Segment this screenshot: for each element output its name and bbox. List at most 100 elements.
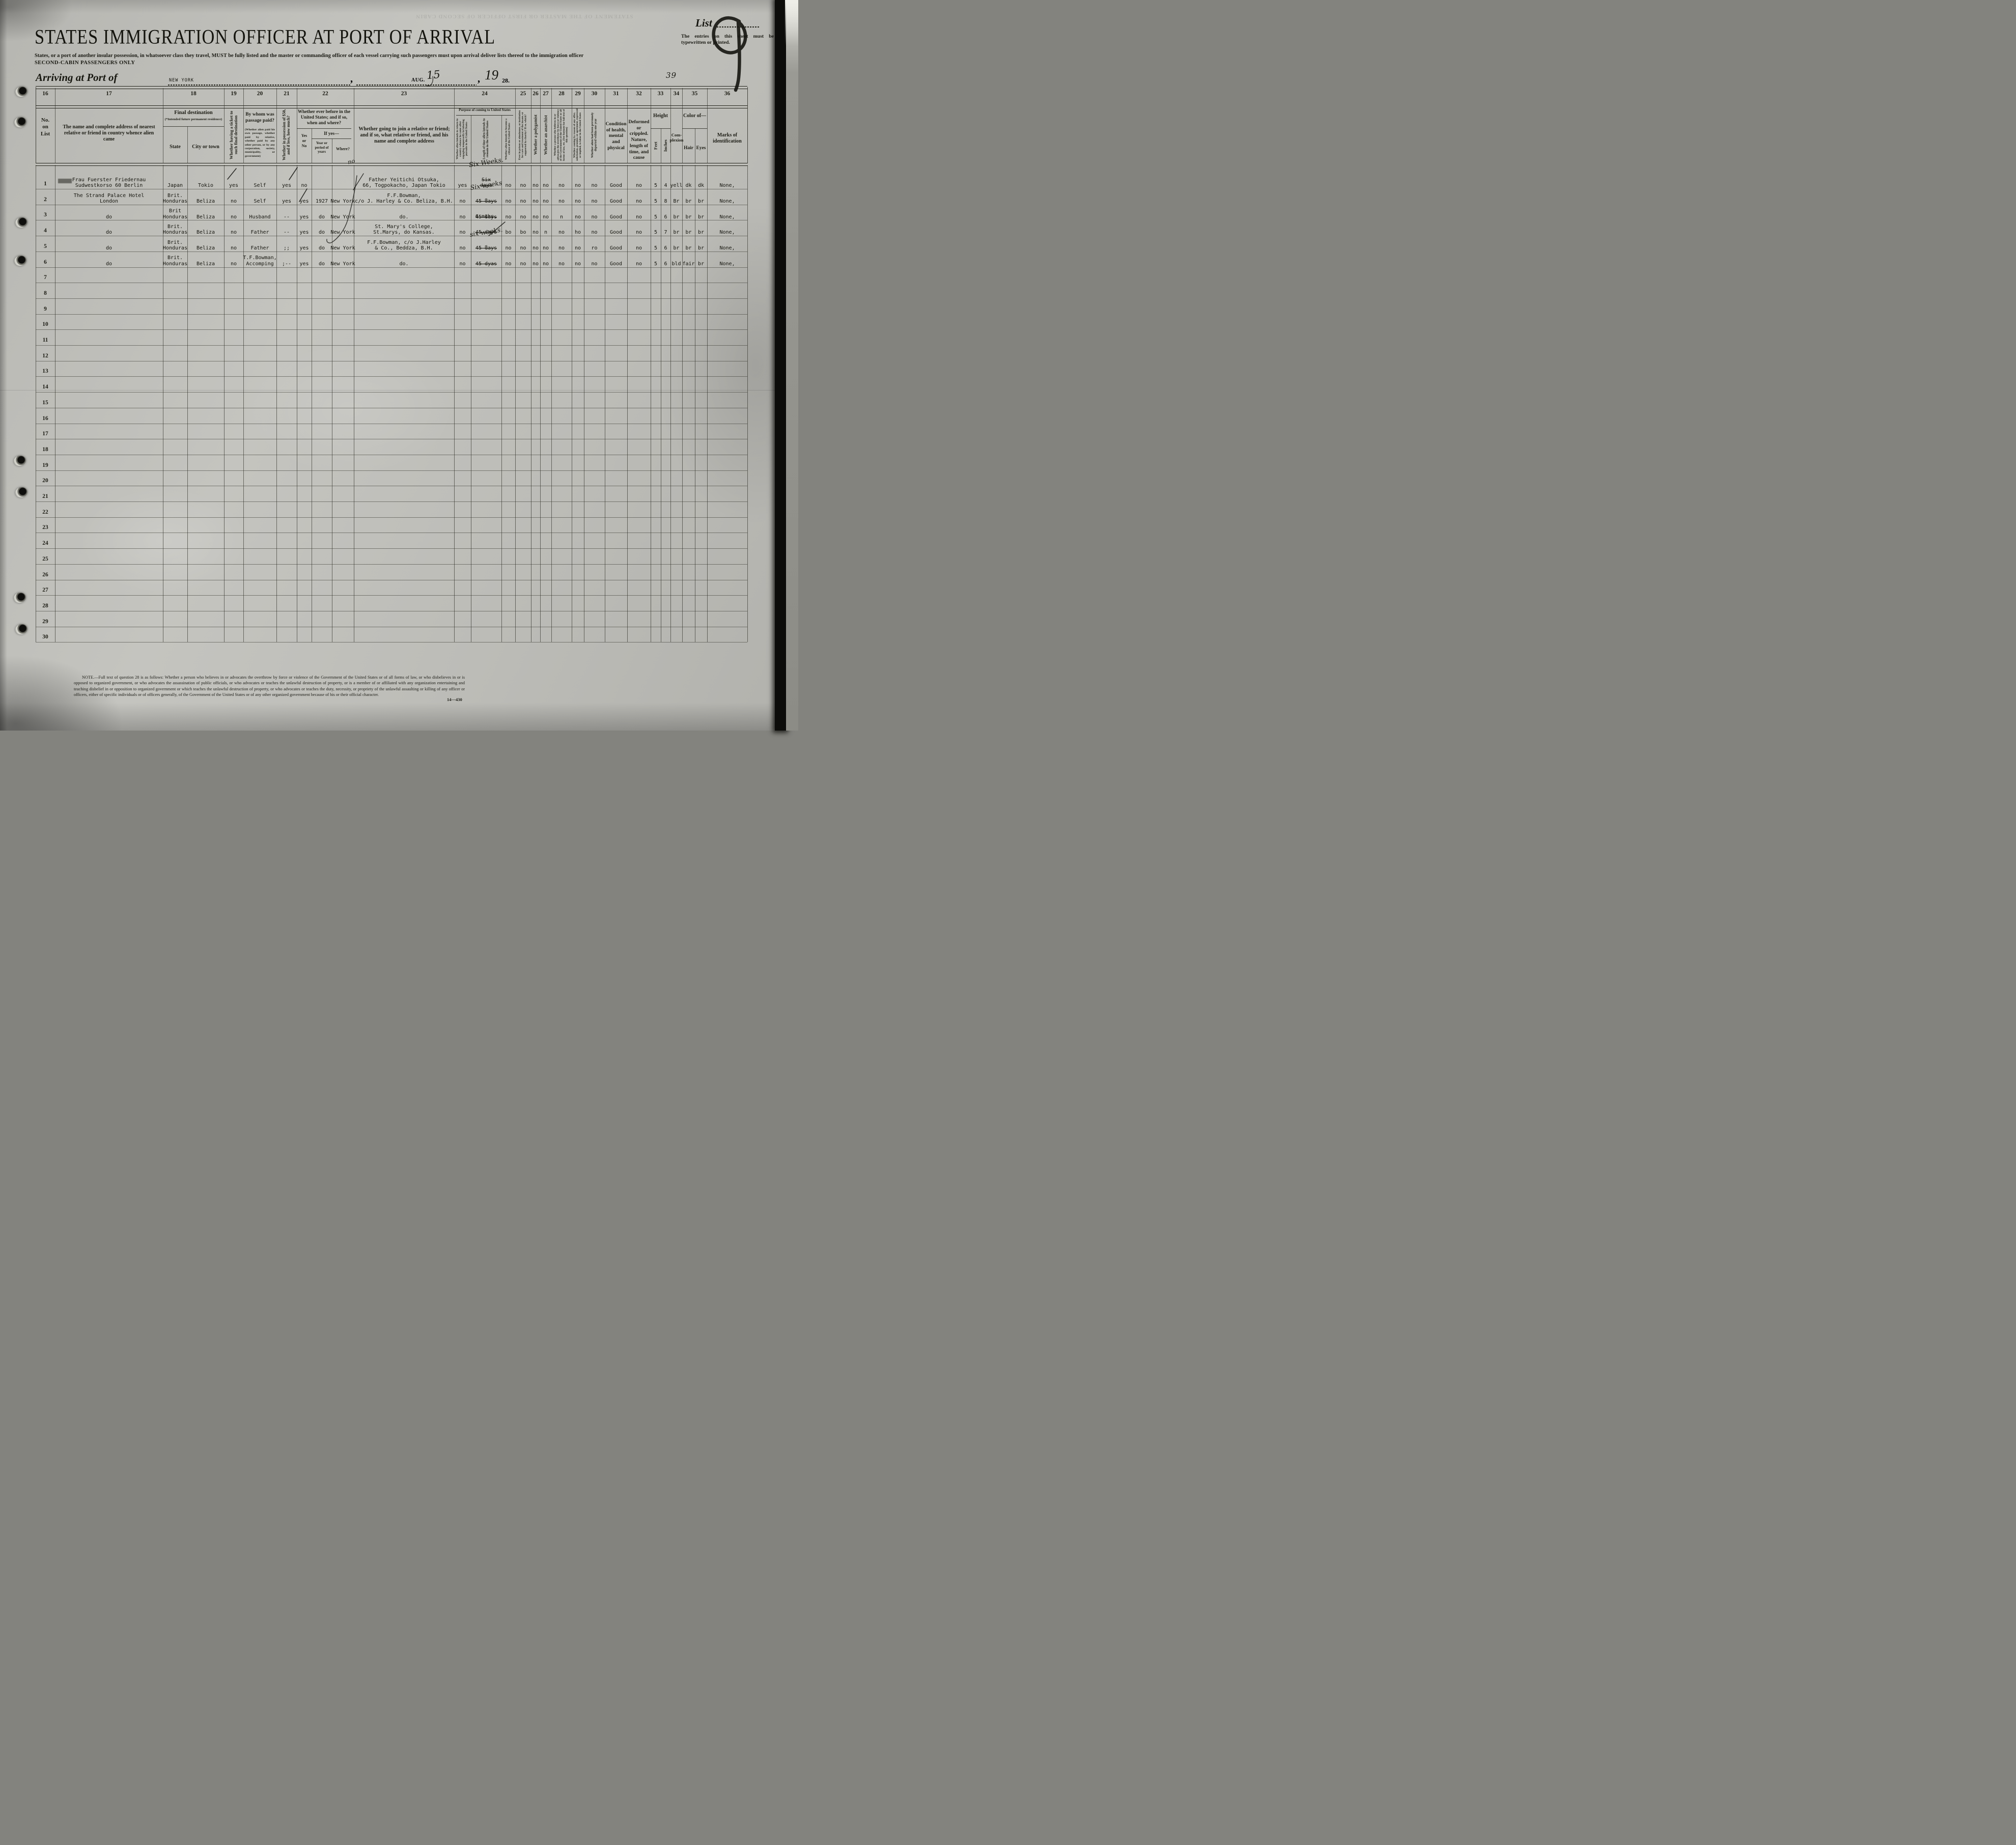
- row-number: 16: [42, 415, 48, 422]
- table-cell-col22yn: yes: [299, 214, 309, 220]
- entries-note: The entries on this sheet must be typewr…: [681, 34, 774, 46]
- table-cell-col29: ho: [574, 230, 581, 236]
- grid-line: [187, 165, 188, 642]
- col-number: 17: [106, 91, 112, 97]
- date-month: AUG.: [411, 77, 425, 83]
- table-cell-col24c: no: [505, 245, 512, 251]
- table-cell-col22w: New York: [330, 199, 355, 205]
- row-number: 7: [44, 274, 47, 281]
- header-height: Height: [653, 113, 668, 119]
- header-feet: Feet: [653, 142, 658, 150]
- table-cell-col18c: Beliza: [196, 199, 215, 205]
- header-purpose-citizen: Whether alien intends to become a citize…: [505, 118, 511, 160]
- row-number: 27: [42, 587, 48, 594]
- table-cell-col19: no: [230, 230, 237, 236]
- port-underline: [168, 85, 350, 86]
- grid-line: [36, 548, 747, 549]
- row-number: 5: [44, 243, 47, 249]
- table-cell-col23: do.: [399, 261, 409, 267]
- bleed-through-text: STATEMENT OF THE MASTER OR FIRST OFFICER…: [415, 13, 633, 19]
- header-final-destination: Final destination: [174, 110, 213, 116]
- table-top-rule: [36, 86, 747, 89]
- table-cell-col23: F.F.Bowman, c/o J.Harley & Co., Beddza, B…: [367, 239, 441, 251]
- table-cell-col33f: 5: [654, 245, 658, 251]
- header-final-destination-sub: (*Intended future permanent residence): [164, 118, 222, 121]
- table-cell-col33i: 7: [664, 230, 667, 236]
- row-number: 18: [42, 446, 48, 453]
- page-title: STATES IMMIGRATION OFFICER AT PORT OF AR…: [35, 26, 496, 49]
- header-purpose: Purpose of coming to United States: [459, 108, 511, 112]
- arriving-label: Arriving at Port of: [36, 71, 118, 83]
- table-cell-col24c: no: [505, 261, 512, 267]
- table-cell-col21: ;--: [282, 261, 292, 267]
- grid-line: [36, 345, 747, 346]
- table-cell-col35h: fair: [682, 261, 695, 267]
- table-cell-col33i: 6: [664, 245, 667, 251]
- table-cell-col24b: 45 days ″: [475, 197, 497, 220]
- grid-line: [707, 88, 708, 163]
- table-cell-col19: no: [230, 245, 237, 251]
- header-fifty-dollars: Whether in possession of $50, and if les…: [282, 109, 291, 161]
- scan-edge-shadow: [775, 0, 786, 731]
- table-cell-col24a: no: [459, 245, 466, 251]
- table-cell-col18c: Tokio: [198, 183, 214, 189]
- grid-line: [456, 115, 513, 116]
- header-if-yes: If yes—: [324, 131, 339, 136]
- binder-hole: [12, 591, 27, 604]
- table-cell-col17: do: [105, 261, 113, 267]
- row-number: 28: [42, 602, 48, 609]
- grid-line: [36, 314, 747, 315]
- table-cell-col30: no: [591, 183, 598, 189]
- row-number: 1: [44, 181, 47, 187]
- table-cell-col27: n: [544, 230, 548, 236]
- header-purpose-length: Length of time alien intends to remain i…: [482, 118, 489, 160]
- table-cell-col30: no: [591, 214, 598, 220]
- header-marks: Marks of identification: [713, 132, 742, 145]
- grid-line: [36, 298, 747, 299]
- table-cell-col20: Husband: [249, 214, 271, 220]
- table-cell-col17: do: [105, 214, 113, 220]
- table-cell-col17: do: [105, 230, 113, 236]
- row-number: 19: [42, 462, 48, 468]
- table-cell-col18s: Brit. Honduras: [162, 223, 188, 236]
- table-cell-col35e: br: [697, 261, 705, 267]
- table-cell-col36: None,: [719, 214, 735, 220]
- table-cell-col24b: 45 days six weeks.: [469, 226, 503, 251]
- row-number: 13: [42, 368, 48, 375]
- table-cell-col24a: no: [459, 230, 466, 236]
- table-cell-col35h: br: [685, 214, 692, 220]
- table-cell-col34: br: [673, 214, 680, 220]
- table-cell-col25: no: [520, 245, 526, 251]
- grid-line: [36, 595, 747, 596]
- table-cell-col36: None,: [719, 245, 735, 251]
- table-cell-col33f: 5: [654, 199, 658, 205]
- header-ticket: Whether having a ticket to such final de…: [229, 110, 238, 159]
- grid-line: [747, 165, 748, 642]
- col-number: 25: [520, 91, 526, 97]
- row-number: 30: [42, 634, 48, 640]
- grid-line: [36, 470, 747, 471]
- footnote-question-28: NOTE.—Full text of question 28 is as fol…: [74, 675, 465, 697]
- header-yes-or-no: Yes or No: [301, 133, 307, 148]
- grid-line: [747, 87, 748, 163]
- table-cell-col24a: no: [459, 261, 466, 267]
- table-cell-col18c: Beliza: [196, 214, 215, 220]
- table-cell-col31: Good: [609, 245, 623, 251]
- list-underline: [717, 26, 760, 27]
- table-cell-col24b: 45 dyas ″: [475, 243, 497, 267]
- table-cell-col22yr: do: [318, 261, 325, 267]
- scanner-corner-light: [785, 0, 798, 46]
- table-cell-col30: no: [591, 261, 598, 267]
- header-city-or-town: City or town: [192, 144, 219, 150]
- grid-line: [501, 115, 502, 163]
- table-cell-col28: no: [558, 230, 565, 236]
- grid-line: [224, 165, 225, 642]
- table-cell-col18s: Japan: [167, 183, 183, 189]
- form-number: 14—430: [447, 697, 462, 702]
- grid-line: [36, 329, 747, 330]
- table-cell-col21: --: [283, 230, 290, 236]
- table-cell-col27: no: [542, 199, 549, 205]
- grid-line: [312, 138, 351, 139]
- header-by-whom-paid: By whom was passage paid?: [245, 111, 274, 123]
- table-cell-col18s: Brit Honduras: [162, 208, 188, 220]
